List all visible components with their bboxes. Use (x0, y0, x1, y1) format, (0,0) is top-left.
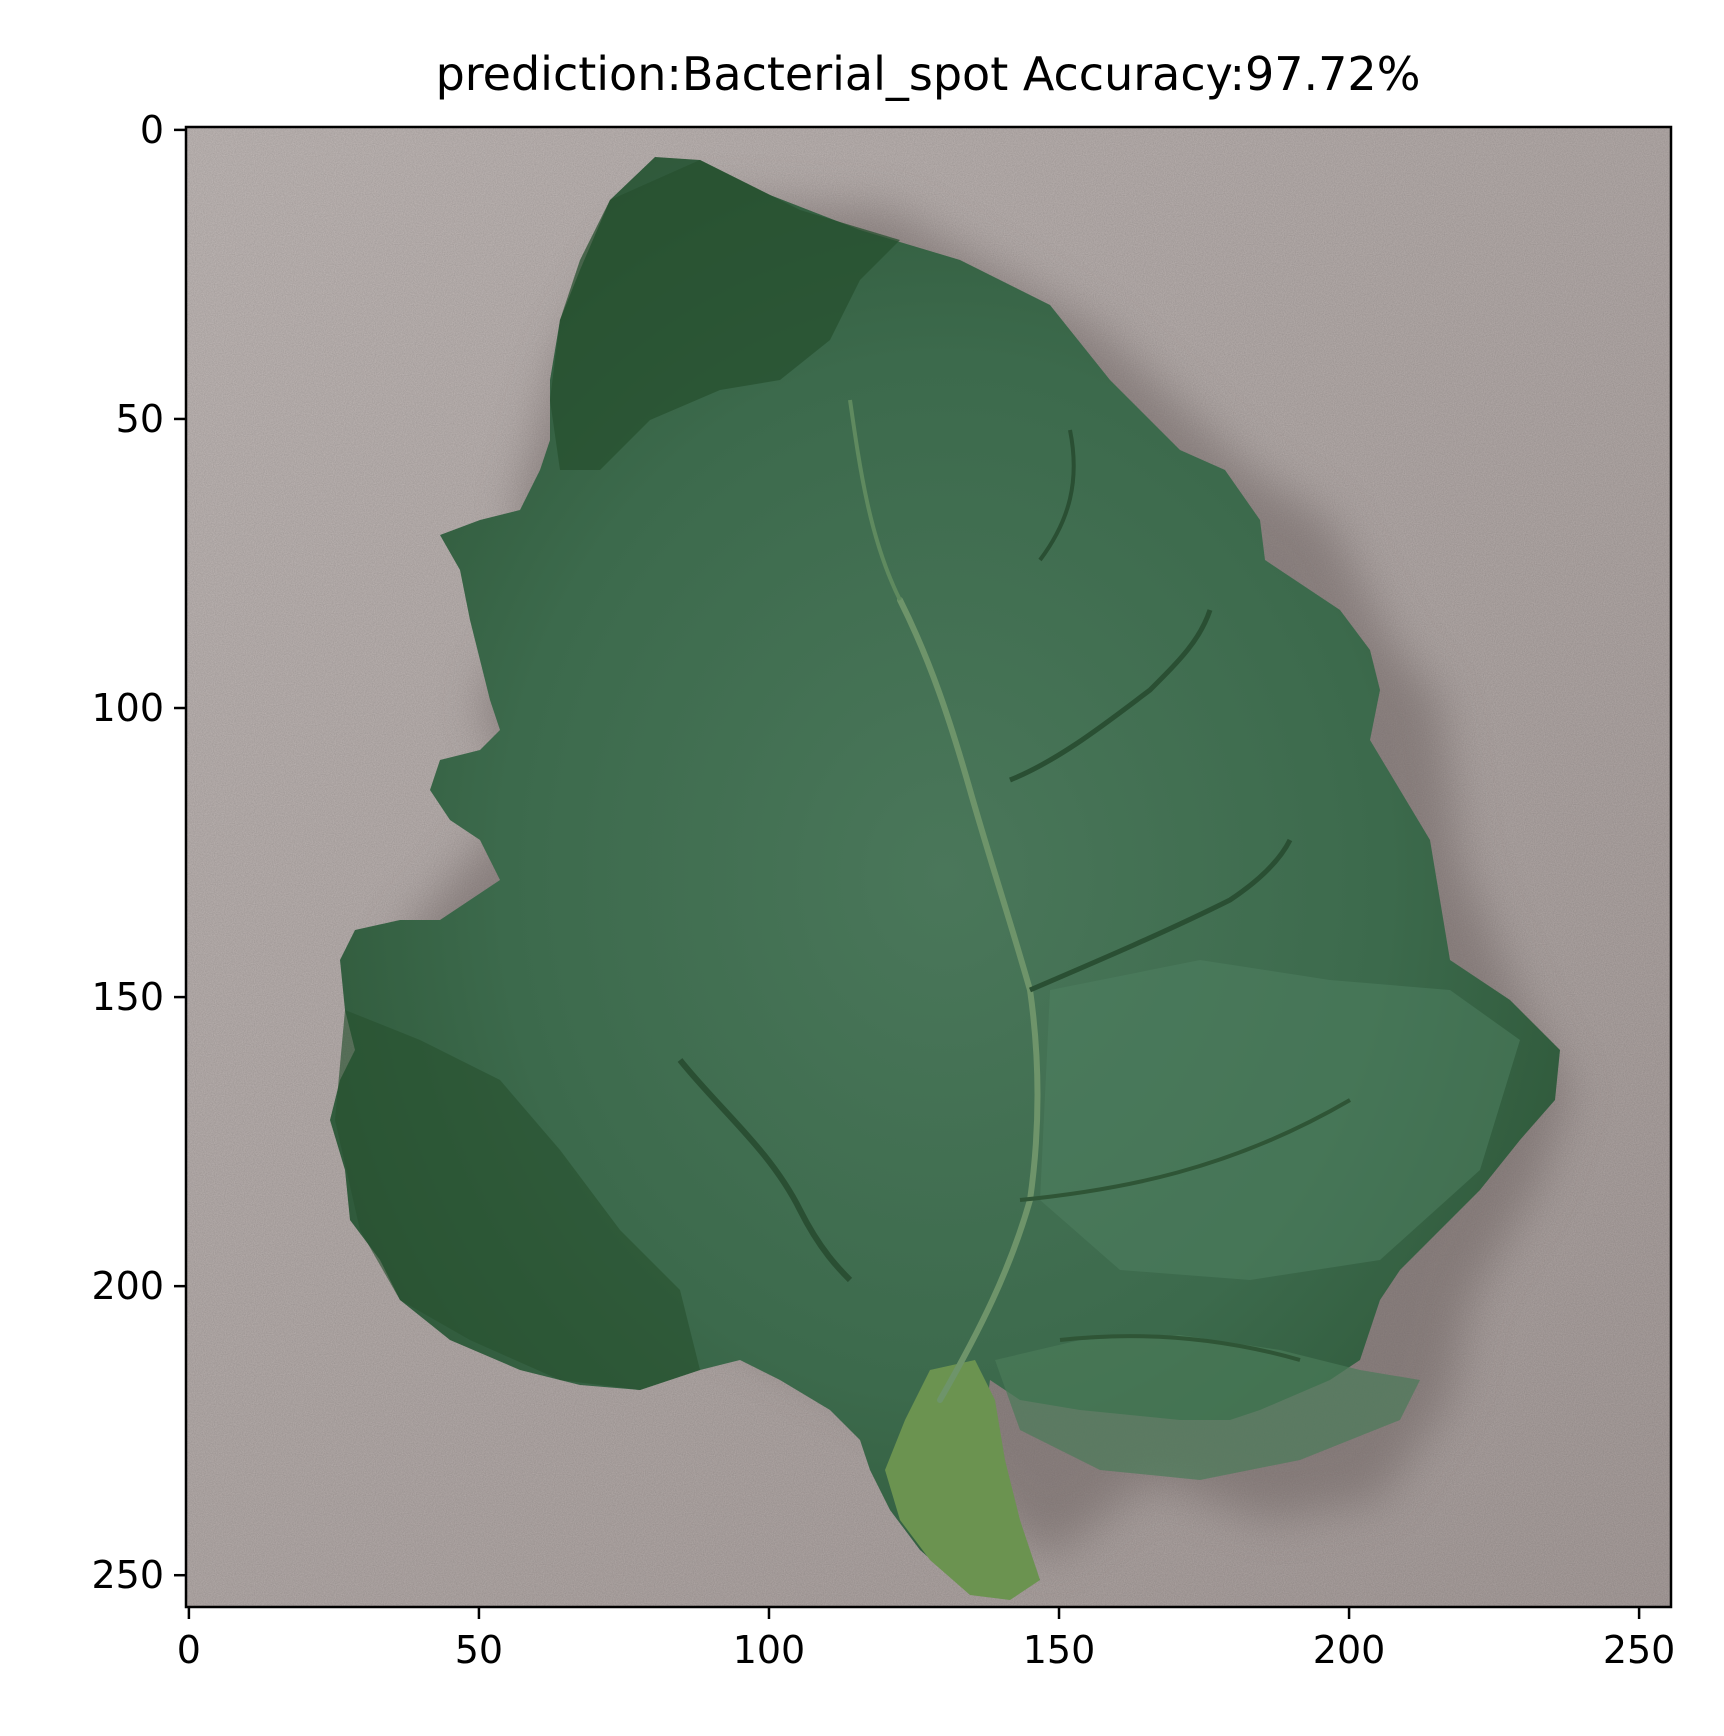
axes-frame (184, 125, 1673, 1609)
leaf-stem (885, 1360, 1040, 1600)
leaf-vein-5 (1038, 429, 1076, 562)
leaf-vein-7 (1019, 1098, 1352, 1202)
y-tick-label: 250 (91, 1553, 164, 1597)
x-axis: 0 50 100 150 200 250 (177, 1607, 1676, 1672)
y-axis: 0 50 100 150 200 250 (91, 108, 186, 1597)
y-tick-label: 150 (91, 975, 164, 1019)
plot-area: 0 50 100 150 200 250 0 50 100 150 200 250 (91, 108, 1675, 1672)
leaf-image (186, 127, 1671, 1607)
leaf-vein-3 (1029, 838, 1293, 993)
x-tick-label: 250 (1603, 1628, 1676, 1672)
leaf-vein-4 (1009, 609, 1213, 783)
x-tick-label: 0 (177, 1628, 201, 1672)
y-tick-label: 200 (91, 1264, 164, 1308)
x-tick-label: 150 (1023, 1628, 1096, 1672)
x-tick-label: 100 (733, 1628, 806, 1672)
y-tick-label: 100 (91, 686, 164, 730)
leaf-dark-patch-top (550, 160, 900, 470)
leaf-vein-6 (1059, 1334, 1301, 1362)
leaf-vein-1 (848, 399, 902, 601)
chart-title: prediction:Bacterial_spot Accuracy:97.72… (436, 47, 1421, 101)
leaf-lower-lobe (995, 1335, 1420, 1480)
leaf-dark-patch-left (335, 1010, 700, 1390)
leaf-light-patch-right (1040, 960, 1520, 1280)
y-tick-label: 50 (116, 397, 164, 441)
x-tick-label: 200 (1313, 1628, 1386, 1672)
x-tick-label: 50 (455, 1628, 503, 1672)
y-tick-label: 0 (140, 108, 164, 152)
leaf-vein-2 (677, 1058, 853, 1283)
